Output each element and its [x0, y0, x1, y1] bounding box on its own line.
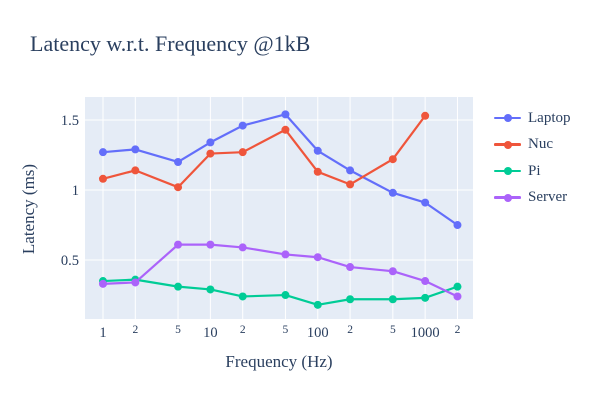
- series-point-nuc: [346, 180, 355, 189]
- y-tick-label: 0.5: [61, 253, 79, 269]
- x-tick-label: 2: [240, 324, 246, 336]
- y-axis-title: Latency (ms): [19, 163, 38, 255]
- series-point-pi: [346, 295, 355, 304]
- x-tick-label: 2: [132, 324, 138, 336]
- series-point-nuc: [313, 167, 322, 176]
- series-point-nuc: [388, 155, 397, 164]
- series-point-pi: [206, 285, 215, 294]
- series-point-pi: [174, 282, 183, 291]
- series-point-server: [453, 292, 462, 301]
- series-point-nuc: [98, 174, 107, 183]
- legend-item-laptop[interactable]: Laptop: [494, 105, 571, 132]
- series-point-laptop: [174, 157, 183, 166]
- series-point-pi: [281, 291, 290, 300]
- series-point-laptop: [421, 198, 430, 207]
- y-tick-label: 1: [72, 183, 79, 199]
- series-point-laptop: [281, 110, 290, 119]
- series-point-server: [206, 240, 215, 249]
- series-point-laptop: [131, 145, 140, 154]
- series-point-pi: [421, 293, 430, 302]
- legend-marker-icon: [494, 166, 521, 176]
- x-axis-title: Frequency (Hz): [225, 352, 333, 371]
- series-point-laptop: [346, 166, 355, 175]
- series-point-nuc: [174, 183, 183, 192]
- series-point-laptop: [313, 146, 322, 155]
- y-tick-label: 1.5: [61, 113, 79, 129]
- legend-label: Server: [528, 189, 568, 206]
- legend-marker-icon: [494, 140, 521, 150]
- legend-marker-icon: [494, 193, 521, 203]
- series-point-pi: [388, 295, 397, 304]
- legend-label: Nuc: [528, 136, 553, 153]
- x-tick-label: 2: [455, 324, 461, 336]
- series-point-laptop: [388, 188, 397, 197]
- series-point-nuc: [131, 166, 140, 175]
- series-point-laptop: [98, 148, 107, 157]
- series-point-nuc: [206, 149, 215, 158]
- series-line-nuc: [102, 115, 427, 189]
- series-point-server: [238, 243, 247, 252]
- series-point-server: [421, 277, 430, 286]
- series-point-server: [388, 267, 397, 276]
- x-tick-label: 1: [99, 325, 106, 341]
- series-point-server: [281, 250, 290, 259]
- chart-title: Latency w.r.t. Frequency @1kB: [30, 31, 311, 56]
- series-point-pi: [238, 292, 247, 301]
- legend-item-nuc[interactable]: Nuc: [494, 132, 571, 159]
- legend-label: Laptop: [528, 109, 571, 126]
- series-point-nuc: [421, 111, 430, 120]
- x-tick-label: 2: [347, 324, 353, 336]
- series-point-nuc: [281, 125, 290, 134]
- series-point-pi: [453, 282, 462, 291]
- legend-label: Pi: [528, 162, 541, 179]
- series-point-server: [313, 253, 322, 262]
- series-point-laptop: [453, 221, 462, 230]
- x-tick-label: 1000: [411, 325, 440, 341]
- legend-marker-icon: [494, 113, 521, 123]
- legend-item-server[interactable]: Server: [494, 185, 571, 212]
- series-point-server: [131, 278, 140, 287]
- series-point-nuc: [238, 148, 247, 157]
- x-tick-label: 10: [203, 325, 218, 341]
- series-point-pi: [313, 300, 322, 309]
- x-tick-label: 5: [175, 324, 181, 336]
- series-point-server: [98, 279, 107, 288]
- legend-item-pi[interactable]: Pi: [494, 158, 571, 185]
- series-point-laptop: [206, 138, 215, 147]
- series-point-laptop: [238, 121, 247, 130]
- series-point-server: [346, 263, 355, 272]
- series-point-server: [174, 240, 183, 249]
- x-tick-label: 100: [307, 325, 329, 341]
- legend: Laptop Nuc Pi Server: [494, 105, 571, 211]
- x-tick-label: 5: [390, 324, 396, 336]
- x-tick-label: 5: [283, 324, 289, 336]
